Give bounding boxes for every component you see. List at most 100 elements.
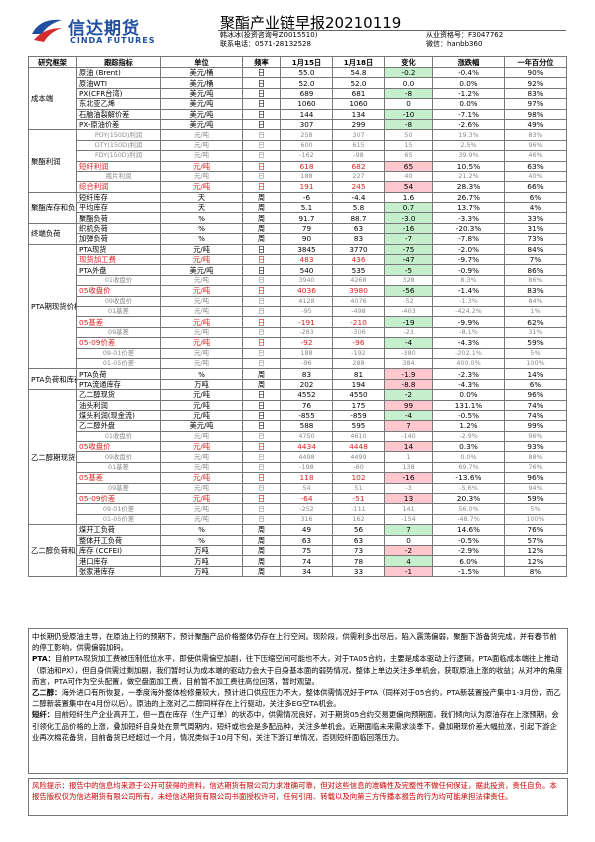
unit-cell: 元/吨 [160, 295, 243, 308]
indicator-cell: 库存 (CCFEI) [76, 544, 161, 557]
qualification-number: 从业资格号：F3047762 [426, 31, 504, 39]
category-cell: 乙二醇期现货价格和价差 [28, 389, 77, 526]
unit-cell: 元/吨 [160, 326, 243, 339]
table-row: 聚酯利润 POY(150D)利润 元/吨日 258 307 50 19.3% 83% [28, 129, 567, 193]
pct-change-cell: 0.0% [432, 389, 505, 401]
value-jan15-cell: -855 [280, 409, 333, 422]
pct-change-cell: 21.2% [432, 170, 505, 183]
indicator-cell: 乙二醇现货 [76, 389, 161, 401]
unit-cell: 元/吨 [160, 357, 243, 370]
table-row: 石脑油裂解价差 美元/吨日 144 134 -10 -7.1% 98% [29, 108, 567, 120]
percentile-cell: 74% [504, 409, 567, 422]
indicator-cell: PTA现货 [76, 243, 161, 256]
value-jan18-cell: 436 [332, 254, 385, 266]
change-cell: -75 [384, 243, 433, 256]
value-jan15-cell: 52.0 [280, 77, 333, 89]
pct-change-cell: 39.9% [432, 150, 505, 162]
value-jan15-cell: 188 [280, 347, 333, 359]
table-row: 01收盘价 元/吨日 3940 4268 328 8.3% 86% [29, 274, 567, 287]
indicator-table: 研究框架 跟踪指标 单位 频率 1月15日 1月18日 变化 涨跌幅 一年百分位… [28, 56, 567, 578]
pct-change-cell: -13.6% [432, 472, 505, 484]
category-cell: 成本端 [28, 66, 77, 131]
frequency-cell: 日 [242, 451, 281, 463]
table-row: 01收盘价 元/吨日 4750 4610 -140 -2.9% 96% [29, 430, 567, 443]
value-jan18-cell: 682 [332, 160, 385, 172]
unit-cell: 美元/吨 [160, 118, 243, 131]
percentile-cell: 76% [504, 524, 567, 536]
change-cell: -403 [384, 305, 433, 318]
indicator-cell: 港口库存 [76, 555, 161, 567]
percentile-cell: 83% [504, 129, 567, 141]
table-row: 整体开工负荷% 周 63 63 0 -0.5% 57% [29, 534, 567, 546]
value-jan15-cell: -95 [280, 305, 333, 318]
pct-change-cell: 14.6% [432, 524, 505, 536]
change-cell: 4 [384, 555, 433, 567]
change-cell: 54 [384, 181, 433, 193]
value-jan18-cell: 81 [332, 368, 385, 380]
percentile-cell: 31% [504, 326, 567, 339]
change-cell: -10 [384, 108, 433, 120]
percentile-cell: 97% [504, 98, 567, 110]
value-jan15-cell: 202 [280, 378, 333, 391]
frequency-cell: 日 [242, 254, 281, 266]
unit-cell: 美元/吨 [160, 98, 243, 110]
value-jan18-cell: -4.4 [332, 191, 385, 204]
indicator-cell: 05基差 [76, 472, 161, 484]
table-row: 01-05价差 元/吨日 316 162 -154 -48.7% 100% [29, 513, 567, 526]
table-row: 平均库存天周 5.1 5.8 0.7 13.7% 4% [29, 202, 567, 214]
analyst-name: 韩冰冰(投资咨询号Z0015510) [220, 31, 318, 39]
change-cell: 40 [384, 170, 433, 183]
value-jan18-cell: 5.8 [332, 202, 385, 214]
header-percentile: 一年百分位 [504, 56, 567, 68]
value-jan18-cell: 175 [332, 399, 385, 411]
pct-change-cell: 19.3% [432, 129, 505, 141]
pct-change-cell: -4.3% [432, 337, 505, 349]
indicator-cell: 平均库存 [76, 202, 161, 214]
indicator-cell: 煤头利润(现金流) [76, 409, 161, 422]
value-jan15-cell: 316 [280, 513, 333, 526]
value-jan15-cell: 5.1 [280, 202, 333, 214]
unit-cell: 元/吨 [160, 441, 243, 453]
frequency-cell: 日 [242, 430, 281, 443]
change-cell: -16 [384, 222, 433, 235]
frequency-cell: 日 [242, 399, 281, 411]
table-row: 综合利润 元/吨日 191 245 54 28.3% 66% [29, 181, 567, 193]
report-header: 信达期货 CINDA FUTURES 聚酯产业链早报20210119 韩冰冰(投… [28, 12, 566, 54]
frequency-cell: 日 [242, 347, 281, 359]
frequency-cell: 日 [242, 66, 281, 79]
qualification-info: 从业资格号：F3047762 微信：hanbb360 [426, 31, 503, 49]
frequency-cell: 日 [242, 409, 281, 422]
change-cell: 65 [384, 150, 433, 162]
percentile-cell: 94% [504, 482, 567, 495]
value-jan18-cell: 63 [332, 222, 385, 235]
percentile-cell: 83% [504, 87, 567, 100]
indicator-cell: 09-01价差 [76, 503, 161, 515]
percentile-cell: 4% [504, 202, 567, 214]
table-row: 09-01价差 元/吨日 -252 -111 141 56.0% 5% [29, 503, 567, 515]
pct-change-cell: -2.6% [432, 118, 505, 131]
frequency-cell: 日 [242, 108, 281, 120]
percentile-cell: 93% [504, 441, 567, 453]
value-jan15-cell: -96 [280, 357, 333, 370]
unit-cell: 元/吨 [160, 513, 243, 526]
table-row: DTY(150D)利润 元/吨日 600 615 15 2.5% 96% [29, 139, 567, 152]
change-cell: -23 [384, 326, 433, 339]
value-jan15-cell: 4128 [280, 295, 333, 308]
pct-change-cell: -424.2% [432, 305, 505, 318]
percentile-cell: 66% [504, 181, 567, 193]
table-body: 成本端 原油 (Brent) 美元/桶日 55.0 54.8 -0.2 -0.4% 90% 原油… [28, 66, 567, 578]
table-row: 05基差 元/吨日 118 102 -16 -13.6% 96% [29, 472, 567, 484]
change-cell: 138 [384, 461, 433, 474]
table-row: 05收盘价 元/吨日 4036 3980 -56 -1.4% 83% [29, 285, 567, 297]
change-cell: -2 [384, 544, 433, 557]
value-jan18-cell: 52.0 [332, 77, 385, 89]
unit-cell: 元/吨 [160, 347, 243, 359]
change-cell: -154 [384, 513, 433, 526]
change-cell: 13 [384, 492, 433, 505]
pct-change-cell: -1.2% [432, 87, 505, 100]
frequency-cell: 日 [242, 87, 281, 100]
percentile-cell: 96% [504, 389, 567, 401]
pct-change-cell: 8.3% [432, 274, 505, 287]
indicator-cell: 05-09价差 [76, 492, 161, 505]
